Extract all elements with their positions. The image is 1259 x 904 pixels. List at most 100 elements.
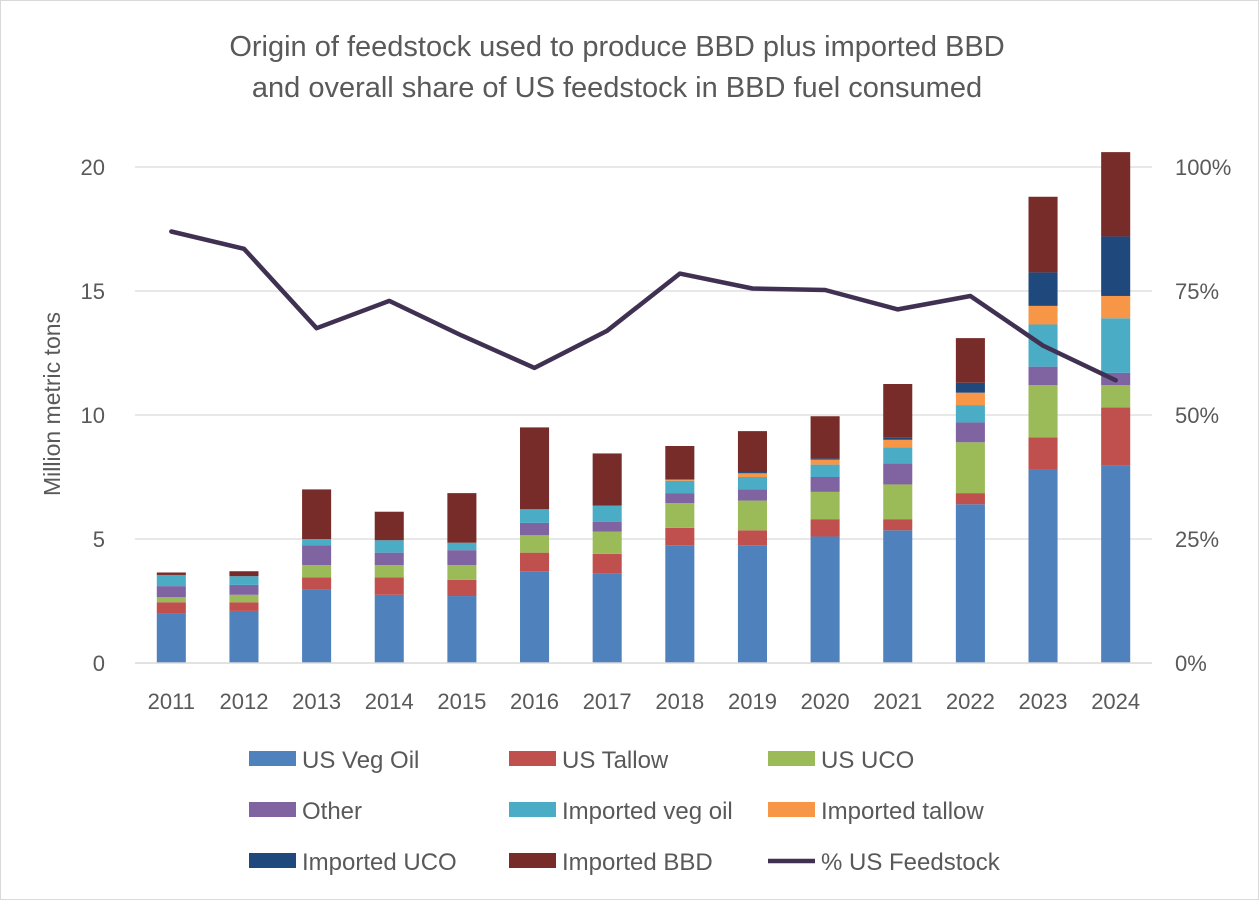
bar-imported-tallow-2022 [956, 393, 985, 405]
x-tick-label: 2015 [437, 689, 486, 714]
bar-imported-bbd-2019 [738, 431, 767, 472]
bar-us-veg-oil-2020 [811, 537, 840, 663]
x-tick-label: 2011 [148, 689, 195, 714]
bar-imported-tallow-2019 [738, 473, 767, 477]
bar-other-2013 [302, 545, 331, 565]
legend-item-us-veg-oil: US Veg Oil [249, 747, 419, 774]
bar-us-veg-oil-2013 [302, 590, 331, 663]
bar-us-tallow-2016 [520, 553, 549, 572]
bar-us-tallow-2015 [447, 580, 476, 596]
x-tick-label: 2013 [292, 689, 341, 714]
y2-tick-label: 25% [1175, 527, 1219, 552]
bar-stack-2020 [811, 416, 840, 663]
bar-imported-tallow-2018 [665, 479, 694, 480]
bar-other-2020 [811, 477, 840, 492]
bar-imported-bbd-2018 [665, 446, 694, 479]
x-tick-label: 2023 [1019, 689, 1068, 714]
bar-us-veg-oil-2014 [375, 595, 404, 663]
bar-us-tallow-2017 [593, 554, 622, 574]
bar-stack-2013 [302, 489, 331, 663]
bar-imported-bbd-2022 [956, 338, 985, 383]
bar-imported-tallow-2023 [1029, 306, 1058, 325]
chart-title-line-1: Origin of feedstock used to produce BBD … [229, 31, 1004, 63]
bar-stack-2015 [447, 493, 476, 663]
bar-us-tallow-2011 [157, 602, 186, 613]
bar-us-veg-oil-2022 [956, 504, 985, 663]
bar-us-uco-2018 [665, 503, 694, 528]
bar-imported-bbd-2011 [157, 572, 186, 574]
bar-other-2022 [956, 422, 985, 442]
y2-tick-label: 100% [1175, 155, 1231, 180]
bar-stack-2018 [665, 446, 694, 663]
bar-imported-veg-oil-2020 [811, 465, 840, 477]
bar-us-uco-2021 [883, 484, 912, 519]
bar-imported-veg-oil-2019 [738, 477, 767, 489]
y-tick-label: 5 [93, 527, 105, 552]
bar-imported-bbd-2024 [1101, 152, 1130, 236]
bar-us-tallow-2018 [665, 528, 694, 545]
bar-other-2011 [157, 586, 186, 597]
bar-imported-bbd-2016 [520, 427, 549, 509]
bar-imported-bbd-2021 [883, 384, 912, 437]
y-tick-label: 0 [93, 651, 105, 676]
legend-item-us-tallow: US Tallow [509, 747, 669, 774]
bar-stacks [157, 152, 1130, 663]
bar-imported-tallow-2020 [811, 460, 840, 465]
legend-item-imported-uco: Imported UCO [249, 849, 457, 876]
y2-tick-label: 75% [1175, 279, 1219, 304]
bar-other-2018 [665, 493, 694, 503]
bar-us-uco-2012 [229, 595, 258, 602]
x-tick-label: 2022 [946, 689, 995, 714]
bar-us-tallow-2020 [811, 519, 840, 536]
legend-label: US Veg Oil [302, 747, 419, 774]
x-tick-label: 2019 [728, 689, 777, 714]
bar-us-tallow-2014 [375, 577, 404, 594]
bar-imported-tallow-2024 [1101, 296, 1130, 318]
bar-imported-veg-oil-2024 [1101, 318, 1130, 373]
x-tick-label: 2016 [510, 689, 559, 714]
bar-imported-bbd-2015 [447, 493, 476, 543]
bar-imported-bbd-2023 [1029, 197, 1058, 273]
bar-imported-uco-2019 [738, 472, 767, 473]
legend-label: Imported UCO [302, 849, 457, 876]
bar-us-veg-oil-2023 [1029, 470, 1058, 663]
y2-tick-label: 0% [1175, 651, 1207, 676]
bar-imported-bbd-2017 [593, 453, 622, 505]
bar-other-2019 [738, 489, 767, 500]
y2-tick-label: 50% [1175, 403, 1219, 428]
bar-stack-2014 [375, 512, 404, 663]
bar-imported-bbd-2013 [302, 489, 331, 539]
legend-label: Imported veg oil [562, 798, 733, 825]
bar-us-veg-oil-2018 [665, 545, 694, 663]
bar-us-uco-2017 [593, 532, 622, 554]
x-tick-label: 2020 [801, 689, 850, 714]
bar-other-2017 [593, 522, 622, 532]
bar-us-tallow-2023 [1029, 437, 1058, 469]
bar-stack-2019 [738, 431, 767, 663]
bar-us-tallow-2021 [883, 519, 912, 530]
legend-swatch [768, 802, 815, 817]
bar-stack-2021 [883, 384, 912, 663]
bar-stack-2024 [1101, 152, 1130, 663]
legend-swatch [768, 751, 815, 766]
bar-imported-uco-2024 [1101, 236, 1130, 296]
legend-item-imported-tallow: Imported tallow [768, 798, 984, 825]
legend-swatch [249, 853, 296, 868]
bar-us-uco-2022 [956, 442, 985, 493]
bar-us-veg-oil-2019 [738, 545, 767, 663]
bar-imported-veg-oil-2014 [375, 540, 404, 552]
bar-stack-2011 [157, 572, 186, 663]
bar-us-tallow-2024 [1101, 408, 1130, 466]
bar-us-uco-2015 [447, 565, 476, 580]
legend-label: Imported BBD [562, 849, 713, 876]
legend-swatch [249, 802, 296, 817]
bar-other-2015 [447, 550, 476, 565]
bar-us-uco-2020 [811, 492, 840, 519]
bar-other-2016 [520, 523, 549, 535]
y-tick-label: 10 [81, 403, 105, 428]
bar-imported-tallow-2021 [883, 440, 912, 447]
bar-us-veg-oil-2024 [1101, 466, 1130, 663]
